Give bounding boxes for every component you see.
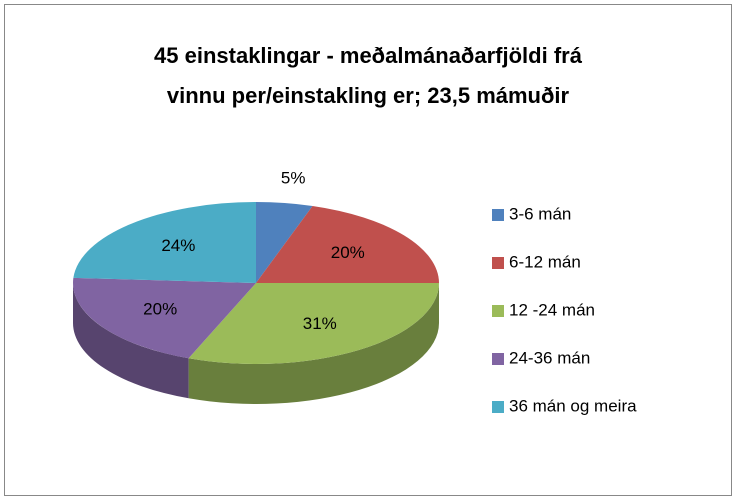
- legend-label: 6-12 mán: [509, 252, 581, 271]
- legend-swatch: [492, 257, 504, 269]
- data-label: 5%: [281, 168, 306, 187]
- legend-swatch: [492, 401, 504, 413]
- slice: [188, 283, 439, 364]
- legend-label: 3-6 mán: [509, 204, 571, 223]
- legend-label: 12 -24 mán: [509, 300, 595, 319]
- slice: [256, 205, 439, 283]
- chart-title: vinnu per/einstakling er; 23,5 mámuðir: [167, 83, 570, 108]
- slice-side: [188, 283, 439, 404]
- slice: [73, 277, 257, 359]
- legend-swatch: [492, 305, 504, 317]
- slice: [256, 202, 313, 283]
- slice-side: [72, 283, 189, 399]
- chart-title: 45 einstaklingar - meðalmánaðarfjöldi fr…: [154, 43, 583, 68]
- data-label: 20%: [143, 299, 177, 318]
- legend-swatch: [492, 353, 504, 365]
- data-label: 20%: [331, 243, 365, 262]
- data-label: 31%: [303, 314, 337, 333]
- legend-label: 36 mán og meira: [509, 396, 637, 415]
- data-label: 24%: [161, 236, 195, 255]
- legend-swatch: [492, 209, 504, 221]
- legend-label: 24-36 mán: [509, 348, 590, 367]
- slice: [73, 202, 256, 283]
